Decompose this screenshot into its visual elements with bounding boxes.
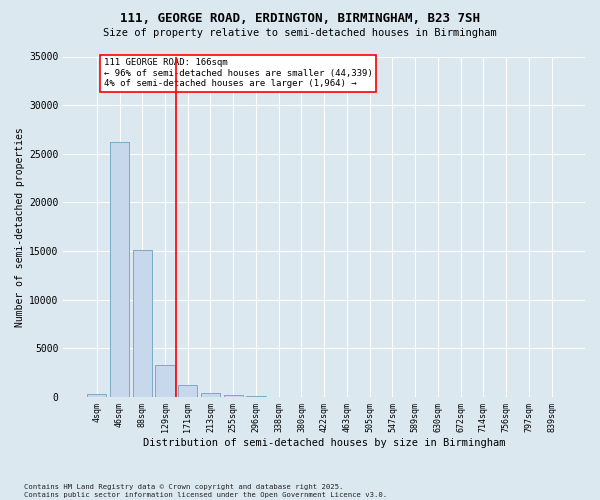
Bar [133, 250, 152, 397]
Bar [110, 142, 129, 397]
Y-axis label: Number of semi-detached properties: Number of semi-detached properties [15, 127, 25, 326]
X-axis label: Distribution of semi-detached houses by size in Birmingham: Distribution of semi-detached houses by … [143, 438, 505, 448]
Bar [224, 394, 243, 397]
Bar [247, 396, 266, 397]
Bar [155, 365, 175, 397]
Bar [178, 386, 197, 397]
Text: Contains HM Land Registry data © Crown copyright and database right 2025.
Contai: Contains HM Land Registry data © Crown c… [24, 484, 387, 498]
Bar [87, 394, 106, 397]
Text: Size of property relative to semi-detached houses in Birmingham: Size of property relative to semi-detach… [103, 28, 497, 38]
Text: 111 GEORGE ROAD: 166sqm
← 96% of semi-detached houses are smaller (44,339)
4% of: 111 GEORGE ROAD: 166sqm ← 96% of semi-de… [104, 58, 373, 88]
Text: 111, GEORGE ROAD, ERDINGTON, BIRMINGHAM, B23 7SH: 111, GEORGE ROAD, ERDINGTON, BIRMINGHAM,… [120, 12, 480, 26]
Bar [201, 392, 220, 397]
